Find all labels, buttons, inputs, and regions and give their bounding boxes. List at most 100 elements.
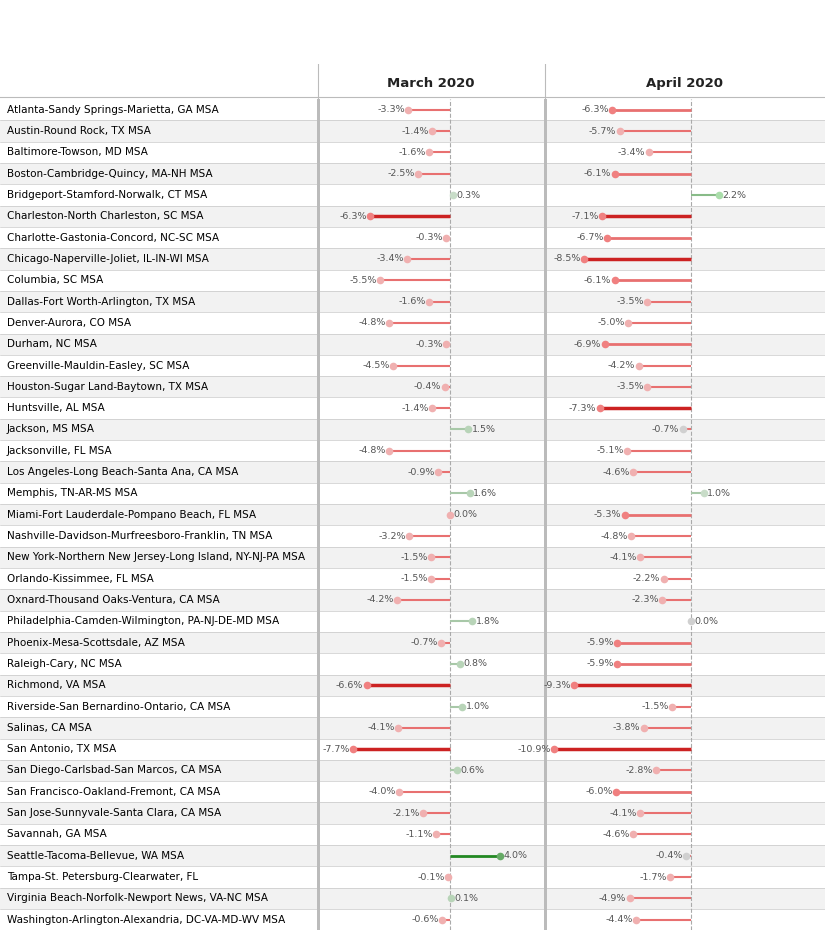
- Text: Jackson, MS MSA: Jackson, MS MSA: [7, 424, 95, 435]
- Text: -1.4%: -1.4%: [401, 126, 429, 136]
- Text: Baltimore-Towson, MD MSA: Baltimore-Towson, MD MSA: [7, 148, 148, 157]
- Text: -0.7%: -0.7%: [410, 638, 437, 647]
- Text: -1.5%: -1.5%: [642, 702, 669, 711]
- Text: New York-Northern New Jersey-Long Island, NY-NJ-PA MSA: New York-Northern New Jersey-Long Island…: [7, 553, 304, 562]
- Text: -5.9%: -5.9%: [587, 659, 614, 669]
- Text: Jacksonville, FL MSA: Jacksonville, FL MSA: [7, 446, 112, 455]
- Text: April 2020: April 2020: [646, 77, 724, 90]
- Text: -7.3%: -7.3%: [568, 404, 596, 412]
- Text: -7.7%: -7.7%: [322, 744, 350, 754]
- Text: 0.0%: 0.0%: [695, 617, 719, 626]
- Text: -5.1%: -5.1%: [596, 446, 624, 455]
- Text: Chicago-Naperville-Joliet, IL-IN-WI MSA: Chicago-Naperville-Joliet, IL-IN-WI MSA: [7, 254, 209, 264]
- Text: 0.1%: 0.1%: [455, 894, 478, 903]
- Text: Tampa-St. Petersburg-Clearwater, FL: Tampa-St. Petersburg-Clearwater, FL: [7, 872, 198, 882]
- Text: San Diego-Carlsbad-San Marcos, CA MSA: San Diego-Carlsbad-San Marcos, CA MSA: [7, 766, 221, 775]
- Text: -3.4%: -3.4%: [376, 254, 403, 264]
- Text: Houston-Sugar Land-Baytown, TX MSA: Houston-Sugar Land-Baytown, TX MSA: [7, 381, 208, 392]
- Text: 1.0%: 1.0%: [465, 702, 489, 711]
- Text: Oxnard-Thousand Oaks-Ventura, CA MSA: Oxnard-Thousand Oaks-Ventura, CA MSA: [7, 595, 219, 605]
- Text: -5.0%: -5.0%: [598, 319, 625, 327]
- Text: -5.3%: -5.3%: [594, 511, 621, 519]
- Text: -1.4%: -1.4%: [401, 404, 429, 412]
- Text: Charlotte-Gastonia-Concord, NC-SC MSA: Charlotte-Gastonia-Concord, NC-SC MSA: [7, 233, 219, 243]
- Text: -4.8%: -4.8%: [601, 531, 628, 540]
- Text: Orlando-Kissimmee, FL MSA: Orlando-Kissimmee, FL MSA: [7, 574, 153, 583]
- Text: -2.3%: -2.3%: [632, 596, 659, 604]
- Text: -3.5%: -3.5%: [616, 382, 644, 392]
- Text: Denver-Aurora, CO MSA: Denver-Aurora, CO MSA: [7, 318, 130, 328]
- Text: -10.9%: -10.9%: [517, 744, 551, 754]
- Text: Washington-Arlington-Alexandria, DC-VA-MD-WV MSA: Washington-Arlington-Alexandria, DC-VA-M…: [7, 914, 285, 925]
- Text: Richmond, VA MSA: Richmond, VA MSA: [7, 681, 106, 690]
- Text: Phoenix-Mesa-Scottsdale, AZ MSA: Phoenix-Mesa-Scottsdale, AZ MSA: [7, 638, 185, 648]
- Text: -6.9%: -6.9%: [574, 339, 601, 349]
- Text: 1.8%: 1.8%: [475, 617, 500, 626]
- Text: -1.6%: -1.6%: [398, 297, 427, 306]
- Text: -2.5%: -2.5%: [388, 169, 415, 179]
- Text: -1.5%: -1.5%: [400, 553, 427, 562]
- Text: San Francisco-Oakland-Fremont, CA MSA: San Francisco-Oakland-Fremont, CA MSA: [7, 786, 219, 797]
- Text: -4.6%: -4.6%: [603, 830, 630, 839]
- Text: -0.6%: -0.6%: [412, 915, 439, 924]
- Text: -4.9%: -4.9%: [599, 894, 626, 903]
- Text: -0.3%: -0.3%: [415, 233, 442, 242]
- Text: -0.9%: -0.9%: [408, 468, 435, 477]
- Text: Savannah, GA MSA: Savannah, GA MSA: [7, 829, 106, 840]
- Text: -4.4%: -4.4%: [606, 915, 633, 924]
- Text: -4.5%: -4.5%: [362, 361, 389, 370]
- Text: -5.9%: -5.9%: [587, 638, 614, 647]
- Text: Memphis, TN-AR-MS MSA: Memphis, TN-AR-MS MSA: [7, 488, 137, 498]
- Text: Bridgeport-Stamford-Norwalk, CT MSA: Bridgeport-Stamford-Norwalk, CT MSA: [7, 190, 207, 200]
- Text: March 2020: March 2020: [387, 77, 475, 90]
- Text: Columbia, SC MSA: Columbia, SC MSA: [7, 275, 103, 285]
- Text: -6.1%: -6.1%: [584, 169, 611, 179]
- Text: 1.5%: 1.5%: [472, 425, 496, 434]
- Text: -4.0%: -4.0%: [369, 787, 396, 797]
- Text: -7.1%: -7.1%: [572, 212, 599, 221]
- Text: Riverside-San Bernardino-Ontario, CA MSA: Riverside-San Bernardino-Ontario, CA MSA: [7, 701, 230, 712]
- Text: -1.5%: -1.5%: [400, 574, 427, 583]
- Text: -2.8%: -2.8%: [625, 766, 653, 775]
- Text: 4.0%: 4.0%: [503, 851, 527, 860]
- Text: -0.4%: -0.4%: [414, 382, 441, 392]
- Text: -4.8%: -4.8%: [359, 446, 386, 455]
- Text: -6.7%: -6.7%: [577, 233, 604, 242]
- Text: -5.5%: -5.5%: [350, 276, 377, 285]
- Text: -6.6%: -6.6%: [336, 681, 363, 690]
- Text: 0.3%: 0.3%: [457, 191, 481, 199]
- Text: San Jose-Sunnyvale-Santa Clara, CA MSA: San Jose-Sunnyvale-Santa Clara, CA MSA: [7, 808, 221, 818]
- Text: 1.6%: 1.6%: [473, 489, 497, 498]
- Text: -6.3%: -6.3%: [340, 212, 367, 221]
- Text: Durham, NC MSA: Durham, NC MSA: [7, 339, 97, 349]
- Text: -3.5%: -3.5%: [616, 297, 644, 306]
- Text: -2.1%: -2.1%: [393, 809, 420, 817]
- Text: -6.1%: -6.1%: [584, 276, 611, 285]
- Text: -4.1%: -4.1%: [367, 724, 394, 732]
- Text: -1.6%: -1.6%: [398, 148, 427, 157]
- Text: Philadelphia-Camden-Wilmington, PA-NJ-DE-MD MSA: Philadelphia-Camden-Wilmington, PA-NJ-DE…: [7, 616, 279, 626]
- Text: Miami-Fort Lauderdale-Pompano Beach, FL MSA: Miami-Fort Lauderdale-Pompano Beach, FL …: [7, 510, 256, 520]
- Text: San Antonio, TX MSA: San Antonio, TX MSA: [7, 744, 116, 755]
- Text: -0.7%: -0.7%: [652, 425, 679, 434]
- Text: Huntsville, AL MSA: Huntsville, AL MSA: [7, 403, 104, 413]
- Text: -6.3%: -6.3%: [582, 106, 609, 114]
- Text: Seattle-Tacoma-Bellevue, WA MSA: Seattle-Tacoma-Bellevue, WA MSA: [7, 851, 184, 861]
- Text: -9.3%: -9.3%: [544, 681, 571, 690]
- Text: Boston-Cambridge-Quincy, MA-NH MSA: Boston-Cambridge-Quincy, MA-NH MSA: [7, 168, 212, 179]
- Text: -3.2%: -3.2%: [379, 531, 406, 540]
- Text: -4.8%: -4.8%: [359, 319, 386, 327]
- Text: -3.4%: -3.4%: [618, 148, 645, 157]
- Text: Y/Y Diff in Lease Over Lease Growth - March 2020 & April 2020: Y/Y Diff in Lease Over Lease Growth - Ma…: [81, 22, 744, 41]
- Text: 0.6%: 0.6%: [460, 766, 484, 775]
- Text: Virginia Beach-Norfolk-Newport News, VA-NC MSA: Virginia Beach-Norfolk-Newport News, VA-…: [7, 893, 267, 903]
- Text: 1.0%: 1.0%: [707, 489, 731, 498]
- Text: 0.8%: 0.8%: [463, 659, 487, 669]
- Text: Atlanta-Sandy Springs-Marietta, GA MSA: Atlanta-Sandy Springs-Marietta, GA MSA: [7, 105, 219, 115]
- Text: Austin-Round Rock, TX MSA: Austin-Round Rock, TX MSA: [7, 126, 150, 137]
- Text: -4.1%: -4.1%: [609, 809, 636, 817]
- Text: -0.3%: -0.3%: [415, 339, 442, 349]
- Text: Los Angeles-Long Beach-Santa Ana, CA MSA: Los Angeles-Long Beach-Santa Ana, CA MSA: [7, 468, 238, 477]
- Text: Greenville-Mauldin-Easley, SC MSA: Greenville-Mauldin-Easley, SC MSA: [7, 361, 189, 370]
- Text: -8.5%: -8.5%: [554, 254, 581, 264]
